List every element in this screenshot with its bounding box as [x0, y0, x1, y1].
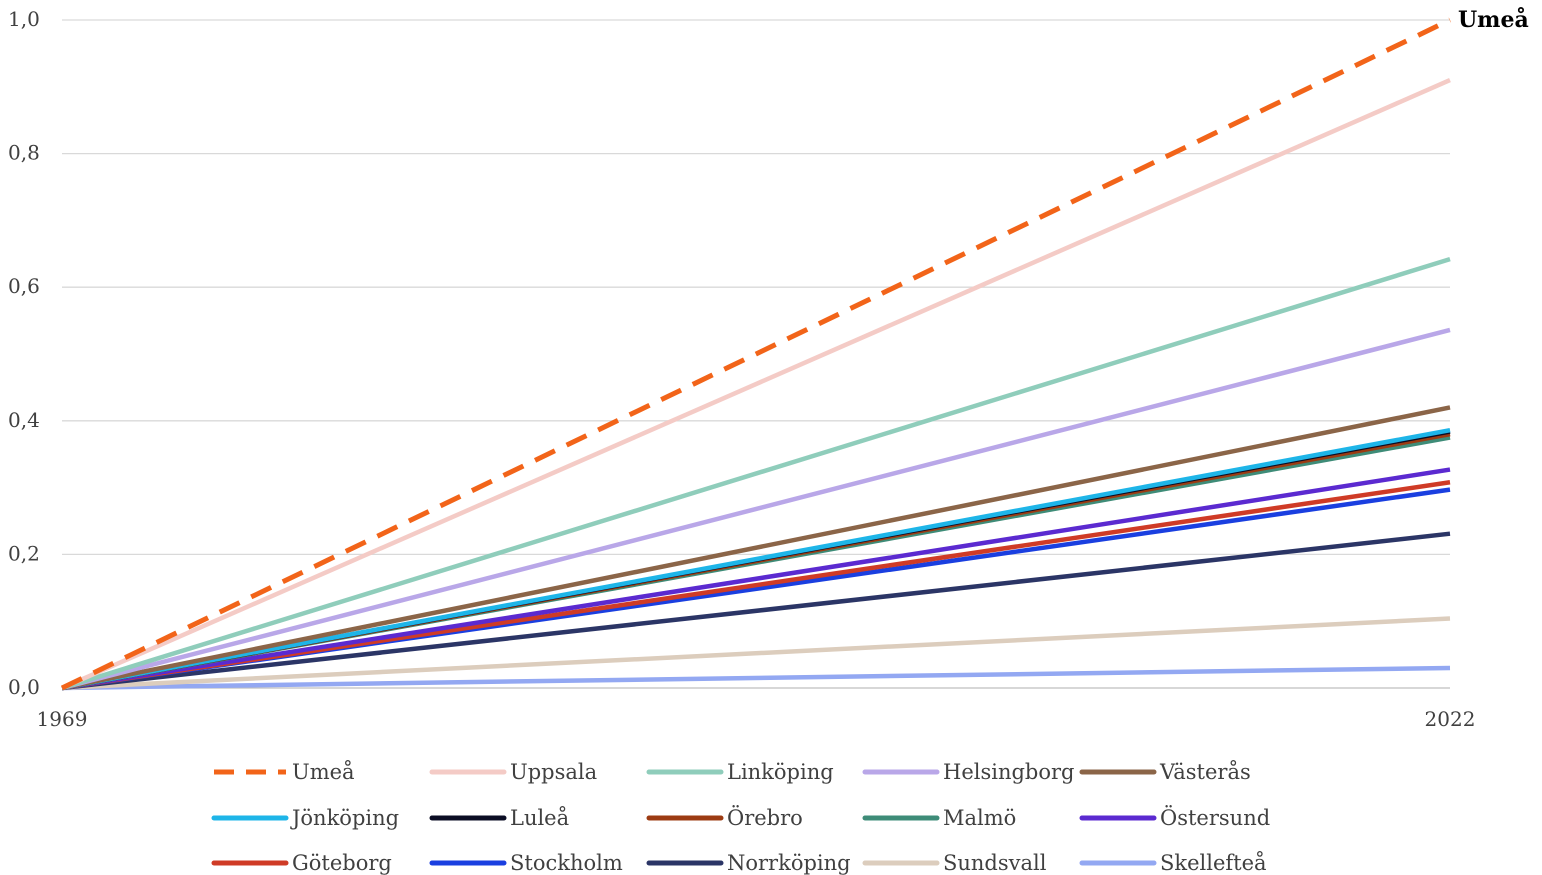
- legend-label: Göteborg: [292, 851, 392, 875]
- x-tick-label-start: 1969: [37, 707, 88, 731]
- x-axis: 1969 2022: [37, 687, 1476, 731]
- legend-item: Stockholm: [429, 851, 623, 875]
- y-tick-label: 1,0: [8, 7, 40, 31]
- legend-label: Malmö: [943, 806, 1016, 830]
- y-axis-tick-labels: 0,0 0,2 0,4 0,6 0,8 1,0: [8, 7, 40, 699]
- legend-label: Luleå: [510, 806, 569, 830]
- series-line-umeå: [60, 17, 1452, 691]
- series-line-helsingborg: [61, 327, 1451, 691]
- legend-item: Helsingborg: [862, 760, 1075, 784]
- series-line-västerås: [61, 405, 1451, 691]
- legend-item: Jönköping: [211, 806, 399, 830]
- series-line-sundsvall: [61, 616, 1451, 691]
- legend-item: Malmö: [862, 806, 1016, 830]
- legend-item: Örebro: [646, 805, 803, 830]
- legend-item: Luleå: [429, 806, 569, 830]
- y-tick-label: 0,6: [8, 274, 40, 298]
- y-tick-label: 0,2: [8, 541, 40, 565]
- legend-label: Örebro: [727, 805, 803, 830]
- legend-item: Östersund: [1079, 805, 1270, 830]
- x-tick-label-end: 2022: [1425, 707, 1476, 731]
- series-line-uppsala: [61, 78, 1451, 691]
- legend-item: Norrköping: [646, 851, 851, 875]
- legend-label: Sundsvall: [943, 851, 1047, 875]
- series-lines: [60, 17, 1452, 691]
- legend-label: Östersund: [1160, 805, 1270, 830]
- legend-label: Helsingborg: [943, 760, 1075, 784]
- legend-label: Västerås: [1159, 760, 1251, 784]
- legend-label: Stockholm: [510, 851, 623, 875]
- series-line-jönköping: [61, 427, 1451, 691]
- legend-item: Uppsala: [429, 760, 597, 784]
- series-line-norrköping: [61, 531, 1451, 691]
- y-tick-label: 0,0: [8, 675, 40, 699]
- legend-item: Umeå: [214, 760, 355, 784]
- legend-item: Linköping: [646, 760, 834, 784]
- legend-label: Skellefteå: [1160, 851, 1267, 875]
- legend-item: Skellefteå: [1079, 851, 1267, 875]
- legend-label: Norrköping: [727, 851, 851, 875]
- legend: Umeå Uppsala Linköping Helsingborg Västerås J…: [211, 760, 1270, 875]
- legend-label: Uppsala: [510, 760, 597, 784]
- series-line-linköping: [61, 256, 1451, 691]
- legend-label: Linköping: [727, 760, 834, 784]
- legend-label: Jönköping: [290, 806, 399, 830]
- y-tick-label: 0,4: [8, 408, 40, 432]
- gridlines: [62, 19, 1450, 556]
- series-line-skellefteå: [61, 665, 1451, 691]
- series-end-label: Umeå: [1458, 7, 1529, 33]
- y-tick-label: 0,8: [8, 141, 40, 165]
- legend-item: Göteborg: [211, 851, 392, 875]
- legend-item: Västerås: [1079, 760, 1251, 784]
- legend-label: Umeå: [292, 760, 355, 784]
- series-line-östersund: [61, 467, 1451, 691]
- legend-item: Sundsvall: [862, 851, 1047, 875]
